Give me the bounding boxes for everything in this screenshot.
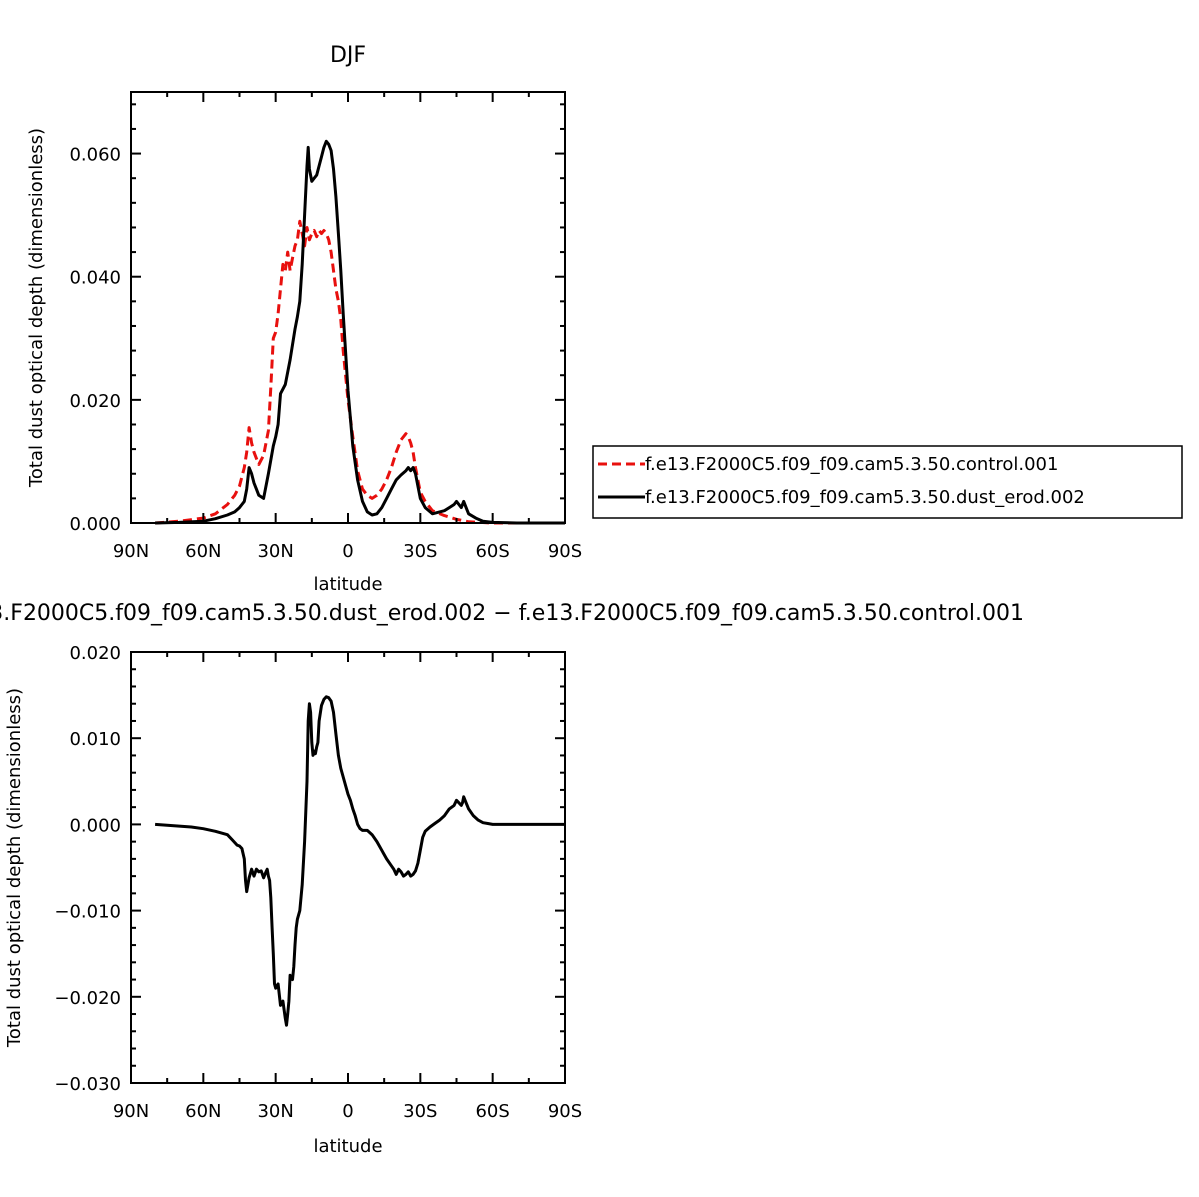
x-tick-label: 60S	[475, 1101, 509, 1122]
x-tick-label: 30S	[403, 541, 437, 562]
legend-box	[592, 445, 1183, 519]
difference-chart-title: f.e13.F2000C5.f09_f09.cam5.3.50.dust_ero…	[0, 601, 1024, 626]
y-axis-label: Total dust optical depth (dimensionless)	[4, 688, 25, 1048]
y-tick-label: 0.000	[69, 815, 121, 836]
y-tick-label: 0.010	[69, 729, 121, 750]
series-line-control	[154, 219, 565, 525]
y-tick-label: −0.020	[54, 988, 121, 1009]
x-tick-label: 90N	[113, 541, 149, 562]
x-tick-label: 0	[342, 1101, 353, 1122]
legend-label-control: f.e13.F2000C5.f09_f09.cam5.3.50.control.…	[645, 454, 1058, 475]
chart-title: DJF	[330, 43, 366, 68]
plot-frame	[130, 91, 566, 524]
x-tick-label: 60N	[185, 541, 221, 562]
x-tick-label: 90S	[548, 1101, 582, 1122]
x-tick-label: 90S	[548, 541, 582, 562]
x-axis-label: latitude	[313, 1136, 382, 1157]
top-chart-dust-optical-depth: DJF 90N 60N 30N 0 30S 60S 90S 0.000 0.020 0.040 0.0…	[26, 43, 582, 595]
x-tick-label: 60N	[185, 1101, 221, 1122]
y-tick-label: 0.000	[69, 514, 121, 535]
x-tick-label: 30N	[257, 541, 293, 562]
legend: f.e13.F2000C5.f09_f09.cam5.3.50.control.…	[592, 445, 1183, 519]
series-line-dust-erod	[155, 139, 565, 525]
x-tick-label: 30S	[403, 1101, 437, 1122]
y-tick-label: 0.020	[69, 391, 121, 412]
x-tick-label: 30N	[257, 1101, 293, 1122]
y-tick-label: 0.020	[69, 643, 121, 664]
bottom-chart-difference: f.e13.F2000C5.f09_f09.cam5.3.50.dust_ero…	[0, 601, 1024, 1157]
x-tick-label: 90N	[113, 1101, 149, 1122]
series-line-difference	[154, 695, 565, 1027]
x-tick-label: 0	[342, 541, 353, 562]
x-tick-label: 60S	[475, 541, 509, 562]
y-tick-label: 0.040	[69, 268, 121, 289]
legend-label-dust-erod: f.e13.F2000C5.f09_f09.cam5.3.50.dust_ero…	[645, 487, 1085, 508]
x-axis-label: latitude	[313, 574, 382, 595]
y-axis-label: Total dust optical depth (dimensionless)	[26, 128, 47, 488]
y-tick-label: −0.010	[54, 902, 121, 923]
plot-frame	[130, 651, 566, 1084]
y-tick-label: −0.030	[54, 1074, 121, 1095]
y-tick-label: 0.060	[69, 145, 121, 166]
